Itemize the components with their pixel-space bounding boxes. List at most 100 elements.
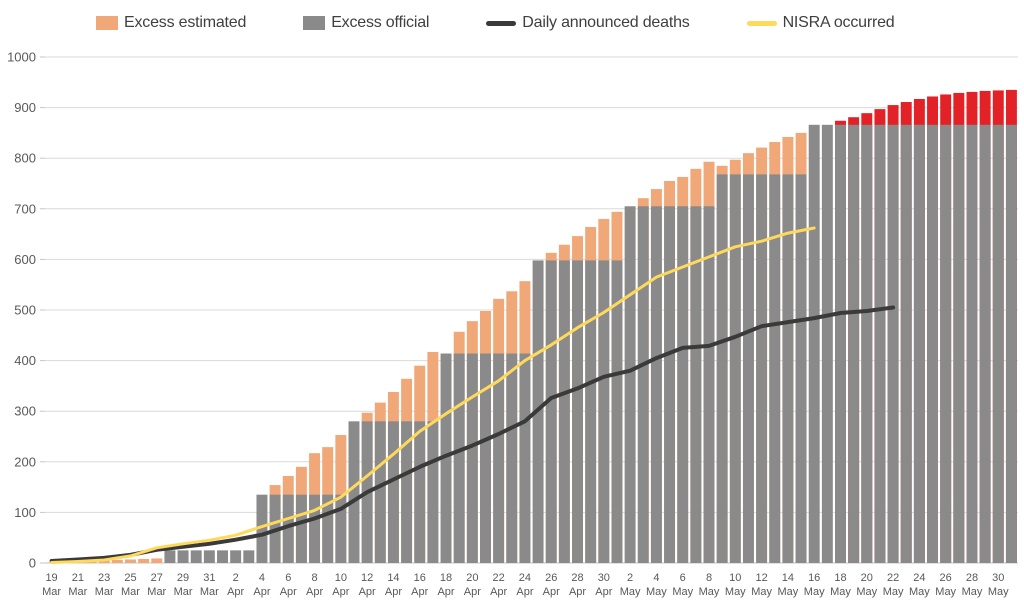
bar-excess-official bbox=[861, 124, 873, 563]
bar-excess-estimated bbox=[138, 558, 150, 563]
x-axis-label-month: Apr bbox=[464, 586, 481, 598]
bar-excess-official bbox=[480, 353, 491, 563]
x-axis-label-day: 18 bbox=[440, 572, 452, 584]
bar-excess-estimated bbox=[124, 559, 136, 563]
legend-label: Excess official bbox=[331, 14, 430, 31]
bar-excess-official bbox=[1005, 124, 1017, 563]
x-axis-label-day: 16 bbox=[808, 572, 820, 584]
x-axis-label-month: Apr bbox=[227, 586, 244, 598]
bar-excess-official bbox=[203, 550, 215, 563]
x-axis-label-day: 14 bbox=[387, 572, 399, 584]
bar-excess-official bbox=[572, 260, 583, 563]
y-axis-label: 900 bbox=[14, 100, 36, 115]
bar-excess-official bbox=[979, 124, 991, 563]
excess-estimated-swatch-icon bbox=[96, 16, 118, 30]
x-axis-label-day: 26 bbox=[940, 572, 952, 584]
x-axis-label-month: Apr bbox=[253, 586, 270, 598]
y-axis-label: 100 bbox=[14, 505, 36, 520]
y-axis-label: 1000 bbox=[7, 50, 36, 65]
x-axis-label-month: Apr bbox=[332, 586, 349, 598]
x-axis-label-day: 8 bbox=[311, 572, 317, 584]
bar-excess-official bbox=[256, 494, 268, 563]
x-axis-label-day: 31 bbox=[203, 572, 215, 584]
x-axis-label-month: Mar bbox=[147, 586, 166, 598]
daily-announced-line bbox=[49, 305, 896, 563]
x-axis-label-month: Apr bbox=[411, 586, 428, 598]
bar-excess-official bbox=[230, 550, 242, 563]
x-axis-label-day: 18 bbox=[834, 572, 846, 584]
bar-excess-official bbox=[808, 124, 820, 563]
x-axis-label-month: May bbox=[672, 586, 693, 598]
y-axis-label: 400 bbox=[14, 353, 36, 368]
legend-item-daily-announced: Daily announced deaths bbox=[486, 14, 690, 32]
bar-excess-official bbox=[335, 494, 347, 563]
legend-item-nisra-occurred: NISRA occurred bbox=[746, 14, 895, 32]
bar-excess-official bbox=[348, 421, 360, 563]
bar-excess-official bbox=[913, 124, 925, 563]
y-axis-label: 200 bbox=[14, 454, 36, 469]
bar-excess-official bbox=[703, 206, 715, 563]
x-axis-label-day: 6 bbox=[285, 572, 291, 584]
x-axis-label-day: 8 bbox=[706, 572, 712, 584]
x-axis-label-month: Apr bbox=[385, 586, 402, 598]
bar-excess-official bbox=[190, 550, 202, 563]
nisra-occurred-swatch-icon bbox=[746, 20, 777, 26]
x-axis-label-month: May bbox=[804, 586, 825, 598]
x-axis-label-month: Mar bbox=[95, 586, 114, 598]
bar-excess-official bbox=[177, 550, 189, 563]
x-axis-label-day: 12 bbox=[755, 572, 767, 584]
y-axis-label: 300 bbox=[14, 404, 36, 419]
bar-excess-official bbox=[282, 494, 294, 563]
bar-excess-official bbox=[401, 421, 413, 563]
bar-excess-official bbox=[387, 421, 399, 563]
bar-excess-official bbox=[453, 353, 465, 563]
x-axis-label-month: Apr bbox=[359, 586, 376, 598]
x-axis-label-month: May bbox=[962, 586, 983, 598]
bar-excess-official bbox=[624, 206, 636, 563]
x-axis-label-month: Mar bbox=[174, 586, 193, 598]
y-axis-label: 500 bbox=[14, 303, 36, 318]
legend-label: Daily announced deaths bbox=[522, 14, 690, 31]
bar-excess-official bbox=[756, 174, 768, 563]
x-axis-label-day: 10 bbox=[335, 572, 347, 584]
bar-excess-official bbox=[637, 206, 649, 563]
bar-excess-official bbox=[900, 124, 912, 563]
nisra-occurred-line bbox=[50, 226, 816, 564]
bar-excess-official bbox=[992, 124, 1004, 563]
x-axis-label-month: Apr bbox=[437, 586, 454, 598]
x-axis-label-day: 28 bbox=[571, 572, 583, 584]
bar-excess-official bbox=[953, 124, 965, 563]
x-axis-label-day: 20 bbox=[466, 572, 478, 584]
bar-excess-official bbox=[611, 260, 623, 563]
x-axis-label-month: Apr bbox=[516, 586, 533, 598]
bar-excess-official bbox=[427, 421, 439, 563]
x-axis-label-month: Apr bbox=[280, 586, 297, 598]
bar-excess-official bbox=[874, 124, 886, 563]
bar-excess-official bbox=[742, 174, 754, 563]
bar-excess-estimated bbox=[151, 558, 163, 563]
x-axis-label-month: Apr bbox=[595, 586, 612, 598]
y-axis-label: 600 bbox=[14, 252, 36, 267]
x-axis-label-day: 27 bbox=[151, 572, 163, 584]
bar-excess-official bbox=[940, 124, 952, 563]
x-axis-label-day: 26 bbox=[545, 572, 557, 584]
x-axis-label-month: Mar bbox=[68, 586, 87, 598]
bar-excess-official bbox=[322, 494, 334, 563]
bar-excess-official bbox=[440, 353, 452, 563]
bar-excess-official bbox=[835, 124, 846, 563]
x-axis-label-day: 6 bbox=[680, 572, 686, 584]
x-axis-label-day: 2 bbox=[627, 572, 633, 584]
bar-excess-official bbox=[716, 174, 728, 563]
x-axis-label-day: 10 bbox=[729, 572, 741, 584]
x-axis-label-day: 14 bbox=[782, 572, 794, 584]
x-axis-label-day: 23 bbox=[98, 572, 110, 584]
x-axis-label-month: Mar bbox=[42, 586, 61, 598]
x-axis-label-day: 22 bbox=[887, 572, 899, 584]
bar-excess-official bbox=[887, 124, 899, 563]
legend-label: Excess estimated bbox=[124, 14, 247, 31]
x-axis-label-month: May bbox=[909, 586, 930, 598]
x-axis-label-month: May bbox=[830, 586, 851, 598]
x-axis-label-month: May bbox=[856, 586, 877, 598]
bar-excess-official bbox=[966, 124, 978, 563]
x-axis-label-day: 4 bbox=[259, 572, 265, 584]
